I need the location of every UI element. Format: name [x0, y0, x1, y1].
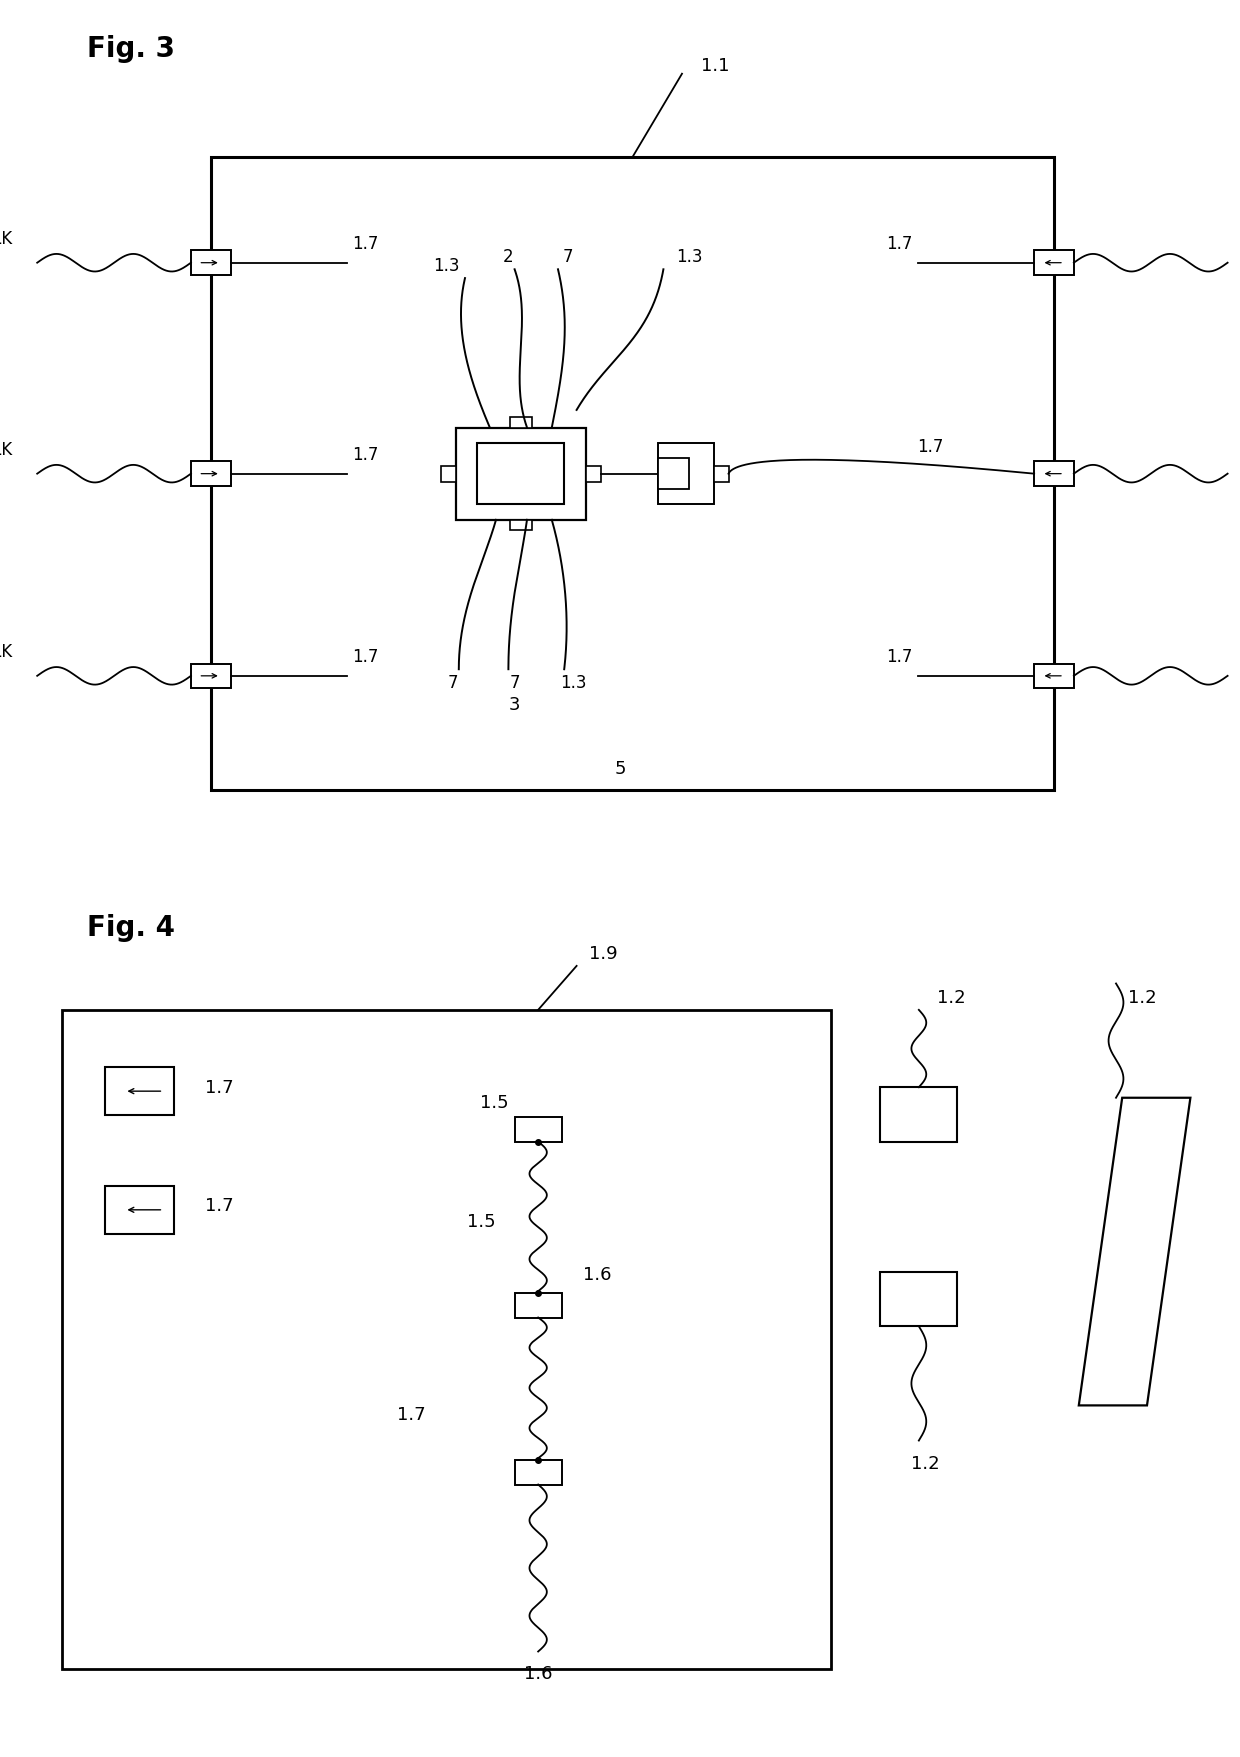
Text: 1.7: 1.7 [352, 446, 379, 464]
Bar [880, 1272, 957, 1327]
Polygon shape [1079, 1098, 1190, 1406]
Text: 1.2, LK: 1.2, LK [0, 643, 12, 661]
Bar [714, 467, 729, 481]
Bar [191, 462, 231, 487]
Text: 1.7: 1.7 [205, 1079, 233, 1096]
Text: 3: 3 [508, 696, 521, 713]
Bar [587, 467, 601, 481]
Text: 1.7: 1.7 [397, 1406, 425, 1423]
Bar [658, 459, 689, 490]
Bar [1034, 462, 1074, 487]
Text: 7: 7 [510, 675, 520, 692]
Bar [456, 429, 587, 520]
Text: 1.1: 1.1 [701, 56, 729, 76]
Bar [62, 1010, 831, 1669]
Text: 1.6: 1.6 [525, 1664, 552, 1683]
Text: 1.9: 1.9 [589, 944, 618, 963]
Bar [191, 251, 231, 276]
Text: 2: 2 [503, 248, 513, 265]
Text: 1.7: 1.7 [885, 235, 913, 253]
Bar [1034, 251, 1074, 276]
Bar [105, 1066, 174, 1116]
Text: 1.7: 1.7 [352, 648, 379, 666]
Bar [441, 467, 456, 481]
Text: 1.7: 1.7 [916, 437, 944, 455]
Text: 1.2: 1.2 [910, 1453, 940, 1472]
Bar [477, 445, 564, 506]
Text: 1.3: 1.3 [559, 675, 587, 692]
Bar [510, 418, 532, 429]
Text: 1.7: 1.7 [885, 648, 913, 666]
Bar [1034, 664, 1074, 689]
Text: 1.6: 1.6 [583, 1265, 611, 1283]
Text: 1.7: 1.7 [205, 1197, 233, 1214]
Text: 1.2, LK: 1.2, LK [0, 230, 12, 248]
Text: 7: 7 [448, 675, 458, 692]
Bar [515, 1293, 562, 1318]
Bar [515, 1117, 562, 1142]
Text: 1.2: 1.2 [1128, 987, 1157, 1007]
Text: 1.2, LK: 1.2, LK [0, 441, 12, 459]
Bar [880, 1088, 957, 1142]
Bar [211, 158, 1054, 791]
Text: Fig. 3: Fig. 3 [87, 35, 175, 63]
Bar [191, 664, 231, 689]
Text: 1.3: 1.3 [433, 257, 460, 274]
Bar [515, 1460, 562, 1485]
Text: 5: 5 [614, 759, 626, 778]
Text: 1.2: 1.2 [937, 987, 966, 1007]
Text: Fig. 4: Fig. 4 [87, 914, 175, 942]
Text: 1.7: 1.7 [352, 235, 379, 253]
Polygon shape [298, 1186, 403, 1450]
Bar [658, 445, 714, 506]
Text: 7: 7 [563, 248, 573, 265]
Text: 1.3: 1.3 [676, 248, 702, 265]
Bar [510, 520, 532, 531]
Text: 1.5: 1.5 [467, 1212, 496, 1230]
Text: 1.5: 1.5 [480, 1093, 508, 1112]
Bar [105, 1186, 174, 1233]
